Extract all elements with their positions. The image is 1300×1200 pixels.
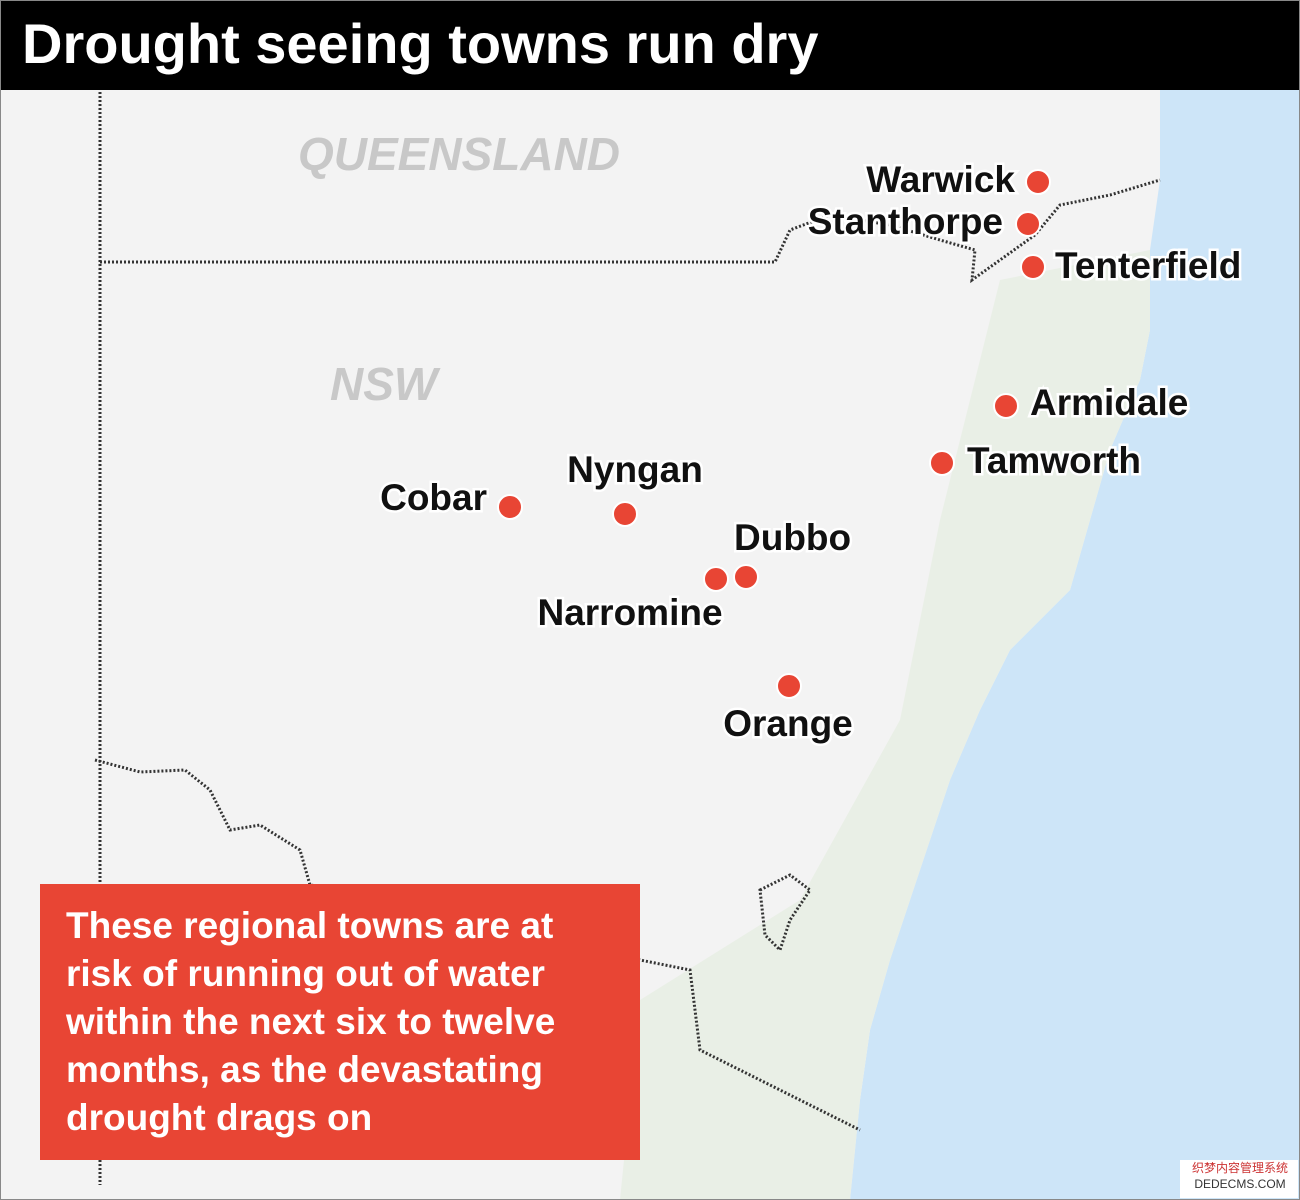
note-line: within the next six to twelve — [65, 1001, 555, 1042]
region-label: QUEENSLAND — [298, 128, 620, 180]
town-dot — [993, 393, 1019, 419]
watermark-bg — [1180, 1160, 1298, 1198]
ocean — [850, 90, 1300, 1200]
town-label: Cobar — [380, 477, 487, 518]
qld-border — [100, 178, 1161, 284]
town-label: Orange — [723, 703, 853, 744]
town-label: Nyngan — [567, 449, 703, 490]
act-border — [758, 873, 813, 953]
town-label: Warwick — [866, 159, 1015, 200]
town-label: Tenterfield — [1055, 245, 1241, 286]
town-dot — [733, 564, 759, 590]
town-dot — [1025, 169, 1051, 195]
note-box — [40, 884, 640, 1160]
town-dot — [1015, 211, 1041, 237]
region-label: NSW — [330, 358, 441, 410]
note-line: These regional towns are at — [66, 905, 553, 946]
coastal-hinterland — [620, 250, 1150, 1200]
watermark: DEDECMS.COM — [1194, 1177, 1285, 1191]
note-line: months, as the devastating — [66, 1049, 543, 1090]
town-label: Dubbo — [734, 517, 851, 558]
town-dot — [929, 450, 955, 476]
title: Drought seeing towns run dry — [22, 12, 818, 75]
town-dot — [497, 494, 523, 520]
town-label: Stanthorpe — [808, 201, 1003, 242]
title-bar — [0, 0, 1300, 90]
town-dot — [703, 566, 729, 592]
note-line: risk of running out of water — [66, 953, 545, 994]
town-dot — [612, 501, 638, 527]
watermark: 织梦内容管理系统 — [1192, 1160, 1288, 1175]
town-label: Tamworth — [967, 440, 1141, 481]
borders — [94, 92, 1161, 1185]
note-line: drought drags on — [66, 1097, 372, 1138]
town-label: Narromine — [537, 592, 722, 633]
town-label: Armidale — [1030, 382, 1188, 423]
town-dot — [776, 673, 802, 699]
town-dot — [1020, 254, 1046, 280]
vic-border — [94, 758, 861, 1132]
note: These regional towns are at risk of runni… — [65, 905, 555, 1138]
